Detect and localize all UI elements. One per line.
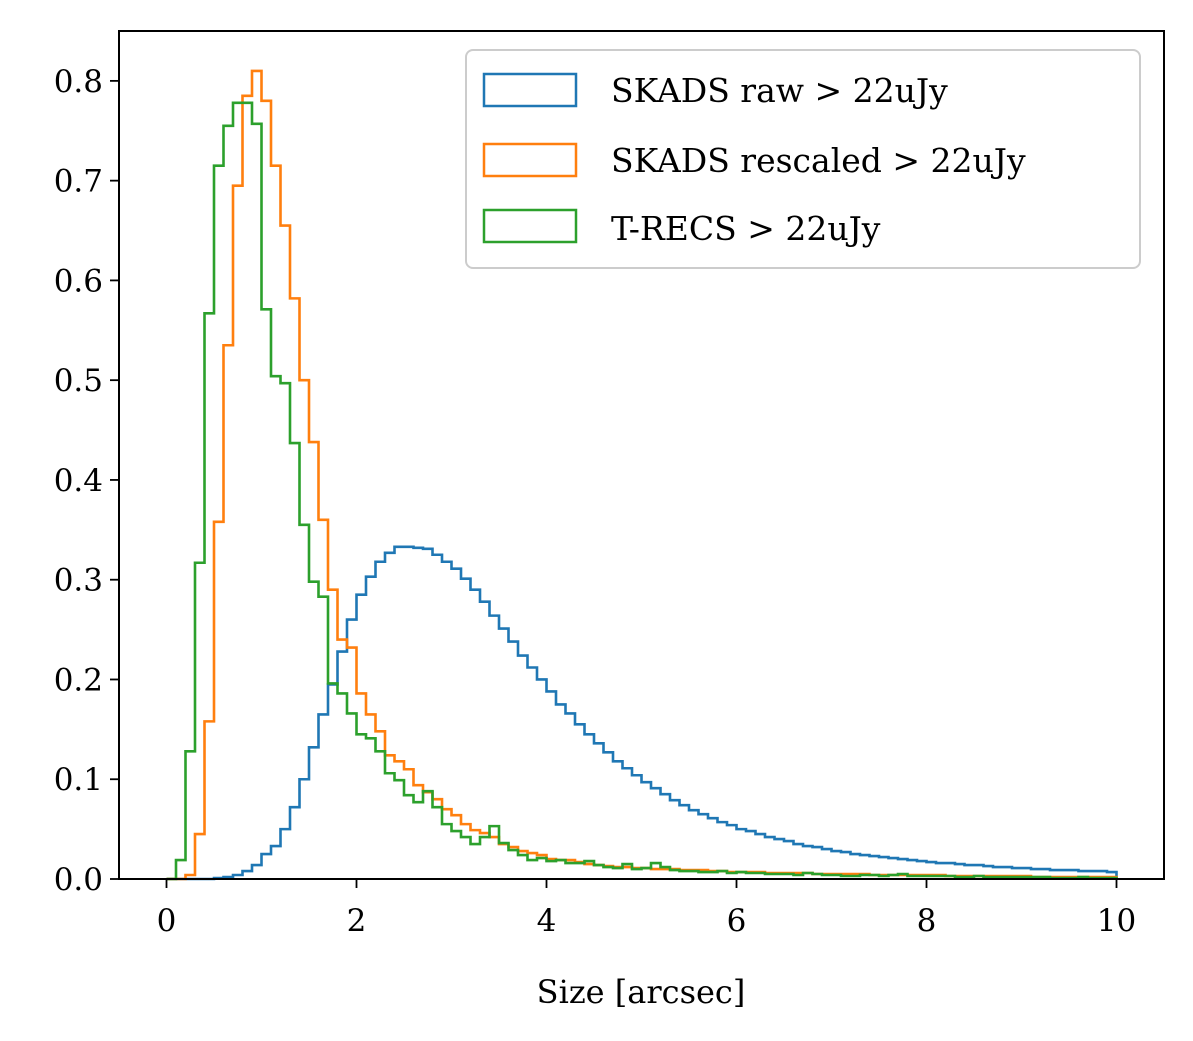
- y-tick-label: 0.0: [54, 862, 103, 898]
- legend-swatch-t-recs: [482, 208, 578, 244]
- legend-entry-t-recs: T-RECS > 22uJy: [482, 208, 881, 248]
- x-axis-label: Size [arcsec]: [537, 973, 746, 1011]
- legend-label-skads-rescaled: SKADS rescaled > 22uJy: [611, 141, 1026, 180]
- y-tick-label: 0.7: [54, 164, 103, 200]
- x-tick-label: 8: [917, 903, 937, 939]
- y-tick-label: 0.3: [54, 563, 103, 599]
- x-tick-label: 10: [1097, 903, 1136, 939]
- legend-label-skads-raw: SKADS raw > 22uJy: [611, 71, 948, 110]
- y-tick-label: 0.1: [54, 762, 103, 798]
- y-tick-label: 0.2: [54, 662, 103, 698]
- legend: SKADS raw > 22uJy SKADS rescaled > 22uJy…: [465, 49, 1141, 269]
- y-tick-label: 0.5: [54, 363, 103, 399]
- y-axis: 0.0 0.1 0.2 0.3 0.4 0.5 0.6 0.7 0.8: [54, 64, 119, 898]
- legend-entry-skads-raw: SKADS raw > 22uJy: [482, 71, 948, 110]
- x-tick-label: 6: [727, 903, 747, 939]
- x-axis: 0 2 4 6 8 10: [157, 879, 1136, 939]
- x-tick-label: 2: [347, 903, 367, 939]
- y-tick-label: 0.4: [54, 463, 103, 499]
- legend-swatch-skads-rescaled: [482, 142, 578, 178]
- plot-frame: [118, 30, 1165, 880]
- series-layer: [166, 69, 1118, 881]
- legend-swatch-skads-raw: [482, 72, 578, 108]
- x-tick-label: 0: [157, 903, 177, 939]
- y-tick-label: 0.8: [54, 64, 103, 100]
- y-tick-label: 0.6: [54, 263, 103, 299]
- x-tick-label: 4: [537, 903, 557, 939]
- legend-label-t-recs: T-RECS > 22uJy: [611, 209, 881, 248]
- legend-frame: [465, 49, 1141, 269]
- series-t-recs-histogram: [166, 101, 1118, 881]
- legend-entry-skads-rescaled: SKADS rescaled > 22uJy: [482, 141, 1026, 180]
